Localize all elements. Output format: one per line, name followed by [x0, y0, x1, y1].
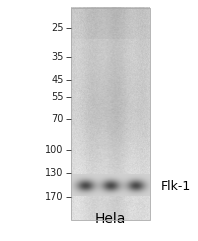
Bar	[71, 8, 150, 220]
Text: 130: 130	[45, 168, 64, 178]
Text: Hela: Hela	[95, 212, 126, 226]
Text: 170: 170	[45, 192, 64, 202]
Text: 45: 45	[51, 75, 64, 85]
Text: 35: 35	[51, 52, 64, 62]
Text: 100: 100	[45, 145, 64, 155]
Text: 70: 70	[51, 114, 64, 124]
Text: 25: 25	[51, 23, 64, 33]
Text: Flk-1: Flk-1	[161, 180, 191, 193]
Text: 55: 55	[51, 92, 64, 102]
